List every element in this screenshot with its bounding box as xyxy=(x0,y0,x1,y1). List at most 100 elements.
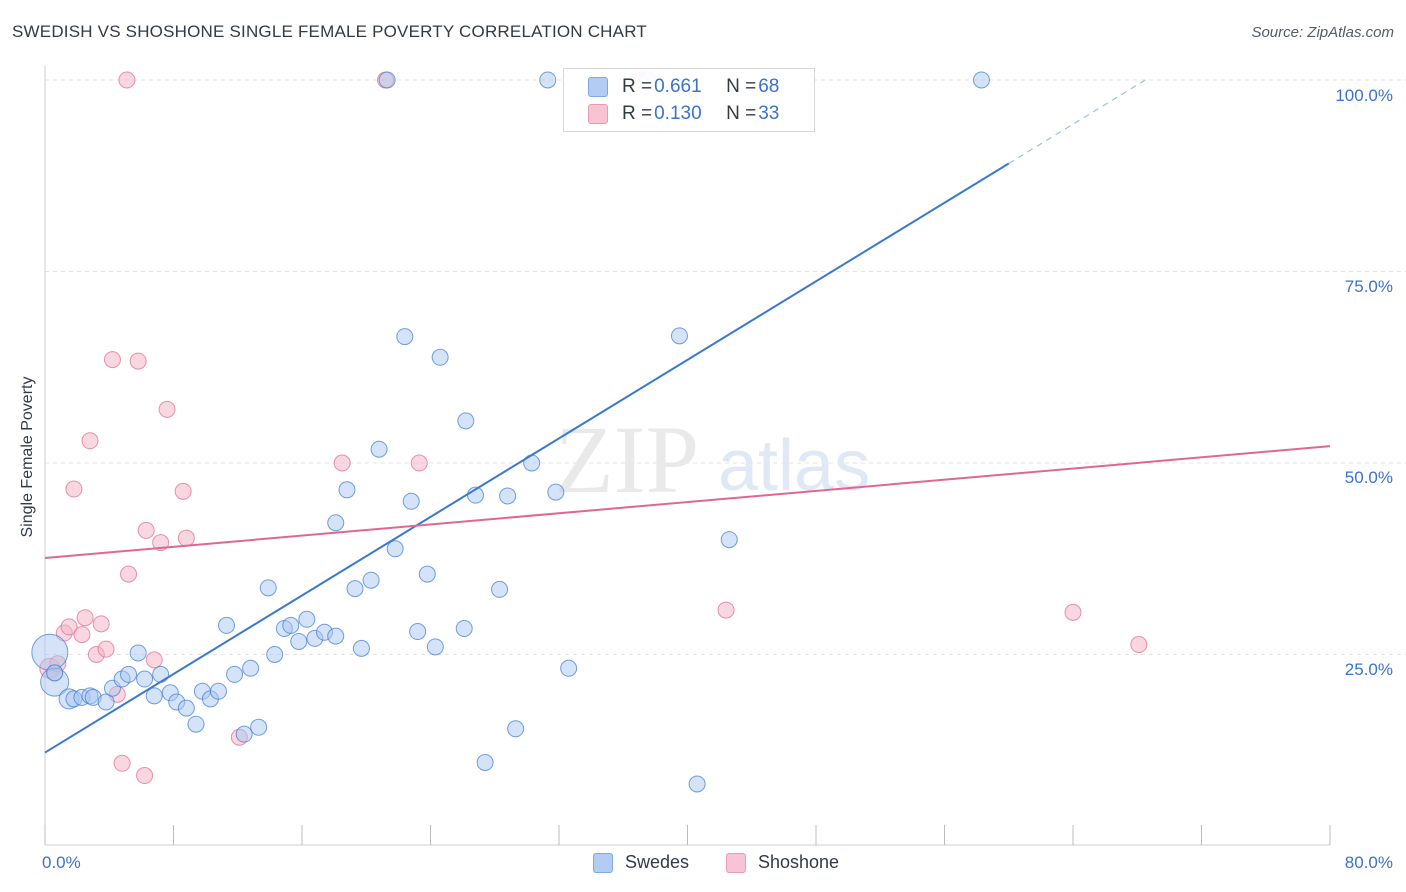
swedes-point xyxy=(499,487,517,505)
swedes-point xyxy=(145,687,163,705)
swedes-point xyxy=(560,659,578,677)
bottom-legend-shoshone-label: Shoshone xyxy=(758,852,840,872)
swedes-point xyxy=(547,483,565,501)
shoshone-point xyxy=(76,609,94,627)
y-tick-label-50: 50.0% xyxy=(1344,468,1393,487)
shoshone-point xyxy=(60,618,78,636)
shoshone-point xyxy=(97,640,115,658)
swedes-point xyxy=(539,71,557,89)
swedes-point xyxy=(327,627,345,645)
watermark-atlas: atlas xyxy=(718,426,870,506)
shoshone-point xyxy=(177,529,195,547)
swedes-point xyxy=(282,616,300,634)
swedes-point xyxy=(136,670,154,688)
swedes-point xyxy=(226,665,244,683)
swedes-point xyxy=(455,619,473,637)
shoshone-point xyxy=(717,601,735,619)
chart-title: SWEDISH VS SHOSHONE SINGLE FEMALE POVERT… xyxy=(12,22,647,41)
shoshone-point xyxy=(1064,603,1082,621)
swedes-point xyxy=(97,693,115,711)
shoshone-point xyxy=(136,767,154,785)
watermark-zip: ZIP xyxy=(555,406,699,513)
swedes-point xyxy=(120,665,138,683)
swedes-point xyxy=(129,644,147,662)
swedes-point xyxy=(250,718,268,736)
swedes-point xyxy=(670,327,688,345)
shoshone-point xyxy=(129,352,147,370)
source-credit: Source: ZipAtlas.com xyxy=(1251,24,1394,41)
swedes-point xyxy=(476,754,494,772)
bottom-legend-shoshone: Shoshone xyxy=(726,852,839,873)
swedes-point xyxy=(720,531,738,549)
swedes-point xyxy=(362,571,380,589)
y-tick-label-75: 75.0% xyxy=(1344,277,1393,296)
y-tick-label-100: 100.0% xyxy=(1335,86,1393,105)
shoshone-trend-line xyxy=(44,445,1331,559)
bottom-legend-swedes: Swedes xyxy=(593,852,689,873)
shoshone-point xyxy=(158,400,176,418)
legend-r-value: 0.130 xyxy=(654,103,702,124)
shoshone-point xyxy=(73,626,91,644)
swedes-point xyxy=(338,481,356,499)
legend-n-value: 33 xyxy=(758,103,780,124)
swedes-point xyxy=(259,579,277,597)
swedes-point xyxy=(370,440,388,458)
swedes-point xyxy=(457,412,475,430)
legend-r-key: R = xyxy=(622,76,653,97)
shoshone-point xyxy=(137,521,155,539)
legend-row-shoshone: R = 0.130 N = 33 xyxy=(588,103,779,125)
swedes-point xyxy=(152,665,170,683)
legend-r-key: R = xyxy=(622,103,653,124)
legend-n-value: 68 xyxy=(758,76,780,97)
swedes-point xyxy=(431,348,449,366)
swedes-point xyxy=(378,71,396,89)
swedes-point xyxy=(418,565,436,583)
swedes-point xyxy=(972,71,990,89)
shoshone-point xyxy=(145,651,163,669)
shoshone-swatch xyxy=(588,104,608,124)
swedes-swatch xyxy=(588,77,608,97)
swedes-point xyxy=(242,659,260,677)
swedes-point xyxy=(507,720,525,738)
swedes-point xyxy=(327,514,345,532)
swedes-point xyxy=(352,639,370,657)
shoshone-point xyxy=(92,615,110,633)
shoshone-point xyxy=(118,71,136,89)
swedes-point xyxy=(187,715,205,733)
shoshone-point xyxy=(1130,636,1148,654)
swedes-point xyxy=(218,616,236,634)
swedes-trend-line xyxy=(44,162,1010,754)
correlation-legend: R = 0.661 N = 68 R = 0.130 N = 33 xyxy=(563,68,815,132)
swedes-point xyxy=(46,664,64,682)
swedes-trend-extension xyxy=(1008,79,1146,165)
x-tick-label-max: 80.0% xyxy=(1344,853,1393,872)
x-tick-label-min: 0.0% xyxy=(42,853,81,872)
swedes-point xyxy=(396,328,414,346)
shoshone-point xyxy=(81,432,99,450)
swedes-point xyxy=(491,580,509,598)
shoshone-point xyxy=(65,480,83,498)
legend-row-swedes: R = 0.661 N = 68 xyxy=(588,76,779,98)
shoshone-point xyxy=(120,565,138,583)
shoshone-point xyxy=(410,454,428,472)
shoshone-point xyxy=(113,754,131,772)
swedes-point xyxy=(386,540,404,558)
swedes-point xyxy=(235,725,253,743)
shoshone-point xyxy=(333,454,351,472)
legend-n-key: N = xyxy=(726,76,757,97)
y-tick-label-25: 25.0% xyxy=(1344,660,1393,679)
swedes-point xyxy=(346,580,364,598)
shoshone-swatch xyxy=(726,852,746,873)
swedes-point xyxy=(426,638,444,656)
swedes-point xyxy=(409,623,427,641)
swedes-point xyxy=(31,633,69,671)
legend-n-key: N = xyxy=(726,103,757,124)
swedes-point xyxy=(266,646,284,663)
bottom-legend-swedes-label: Swedes xyxy=(625,852,690,872)
swedes-point xyxy=(688,775,706,793)
swedes-point xyxy=(177,699,195,717)
swedes-swatch xyxy=(593,852,613,873)
shoshone-point xyxy=(174,482,192,500)
shoshone-point xyxy=(103,351,121,369)
